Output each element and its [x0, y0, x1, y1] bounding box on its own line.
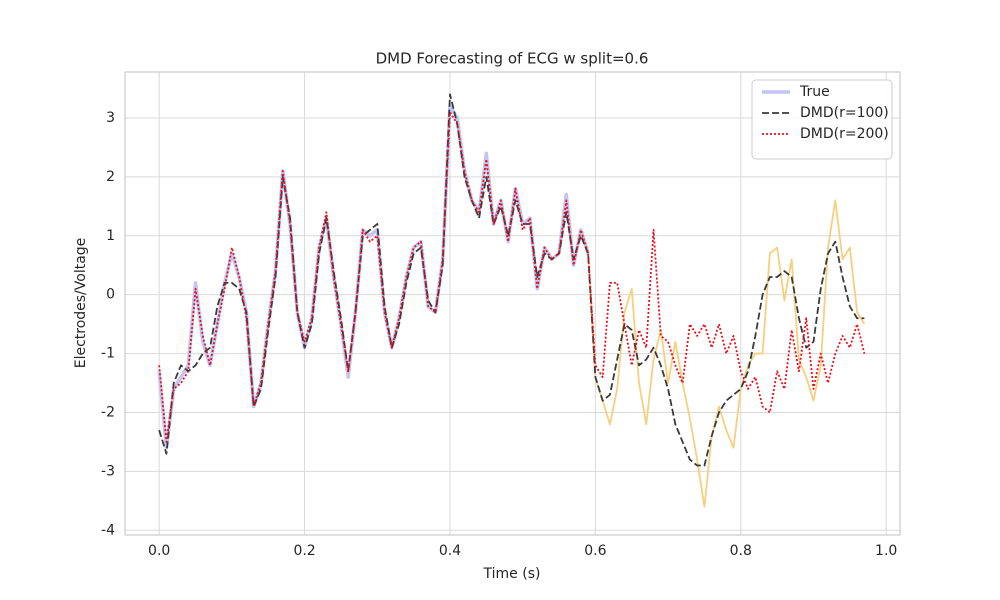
legend: True DMD(r=100) DMD(r=200) — [751, 79, 893, 160]
series-line — [158, 111, 866, 443]
x-tick-label: 0.2 — [293, 543, 315, 559]
y-tick-label: 2 — [106, 169, 115, 185]
y-axis-label: Electrodes/Voltage — [73, 238, 89, 369]
legend-label: DMD(r=200) — [800, 126, 889, 142]
x-tick-label: 0.4 — [439, 543, 461, 559]
y-tick-label: -3 — [101, 463, 115, 479]
grid — [125, 72, 900, 535]
x-tick-label: 0.6 — [584, 543, 606, 559]
x-axis-label: Time (s) — [483, 566, 541, 582]
series-line — [157, 104, 590, 450]
x-tick-label: 0.8 — [730, 543, 752, 559]
y-tick-label: -1 — [101, 346, 115, 362]
series-line — [158, 93, 865, 467]
series-line — [587, 199, 866, 508]
y-tick-label: -2 — [101, 404, 115, 420]
plot-area — [157, 93, 866, 508]
y-tick-label: 0 — [106, 287, 115, 303]
axes-frame — [124, 71, 901, 536]
chart-title: DMD Forecasting of ECG w split=0.6 — [376, 50, 649, 68]
x-tick-label: 1.0 — [875, 543, 897, 559]
y-tick-label: -4 — [101, 522, 115, 538]
y-tick-label: 1 — [106, 228, 115, 244]
y-tick-label: 3 — [106, 110, 115, 126]
legend-box — [751, 79, 893, 160]
legend-label: True — [799, 84, 830, 100]
legend-label: DMD(r=100) — [800, 105, 889, 121]
x-tick-label: 0.0 — [148, 543, 170, 559]
